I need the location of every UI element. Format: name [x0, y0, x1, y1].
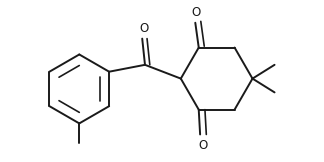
Text: O: O	[191, 6, 201, 19]
Text: O: O	[139, 22, 148, 35]
Text: O: O	[198, 139, 207, 152]
